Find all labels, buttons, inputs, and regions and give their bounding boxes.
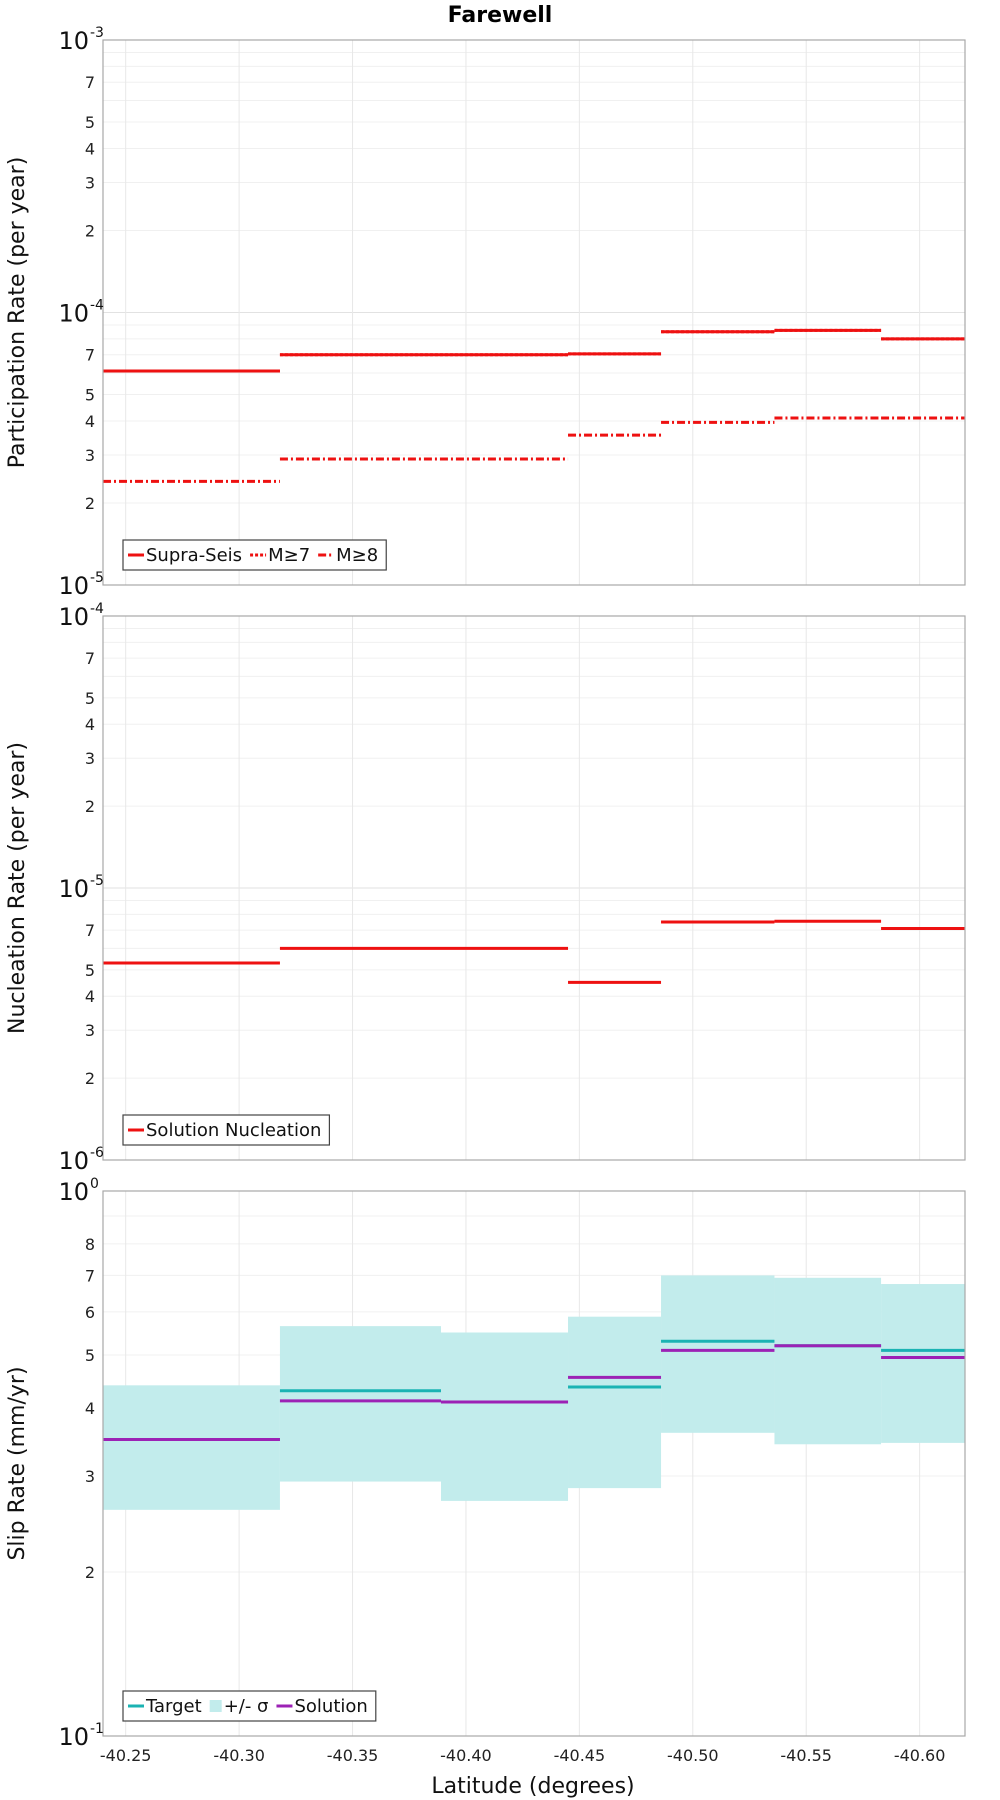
x-tick-label: -40.40 xyxy=(440,1746,492,1765)
y-major-tick-label: 10 xyxy=(58,27,89,55)
y-major-tick-exponent: -4 xyxy=(90,601,104,617)
y-tick-label: 3 xyxy=(85,173,95,192)
legend: Solution Nucleation xyxy=(122,1114,331,1146)
x-tick-label: -40.45 xyxy=(554,1746,606,1765)
legend-label: Solution xyxy=(294,1696,367,1717)
legend-label: +/- σ xyxy=(224,1696,269,1717)
y-tick-label: 5 xyxy=(85,386,95,405)
y-tick-label: 3 xyxy=(85,446,95,465)
y-axis-label: Nucleation Rate (per year) xyxy=(5,742,30,1034)
legend-label: M≥8 xyxy=(336,545,378,566)
y-axis-label: Participation Rate (per year) xyxy=(5,157,30,469)
y-tick-label: 2 xyxy=(85,494,95,513)
y-tick-label: 5 xyxy=(85,689,95,708)
y-major-tick-label: 10 xyxy=(58,1178,89,1206)
sigma-band-segment xyxy=(279,1326,441,1482)
sigma-band-segment xyxy=(103,1385,280,1510)
y-tick-label: 2 xyxy=(85,221,95,240)
y-tick-label: 5 xyxy=(85,113,95,132)
y-tick-label: 4 xyxy=(85,139,95,158)
legend-frame xyxy=(122,539,387,571)
x-axis-label: Latitude (degrees) xyxy=(431,1774,634,1799)
sigma-band-segment xyxy=(568,1316,662,1489)
y-major-tick-exponent: -3 xyxy=(90,25,104,41)
x-tick-label: -40.25 xyxy=(100,1746,152,1765)
plot-frame xyxy=(102,39,966,586)
x-tick-label: -40.30 xyxy=(213,1746,265,1765)
x-tick-label: -40.35 xyxy=(327,1746,379,1765)
y-tick-label: 7 xyxy=(85,73,95,92)
y-major-tick-exponent: 0 xyxy=(90,1176,99,1192)
y-tick-label: 8 xyxy=(85,1235,95,1254)
y-major-tick-exponent: -5 xyxy=(90,873,104,889)
y-tick-label: 7 xyxy=(85,921,95,940)
y-major-tick-exponent: -6 xyxy=(90,1145,104,1161)
legend-label: Target xyxy=(145,1696,202,1717)
y-tick-label: 2 xyxy=(85,797,95,816)
y-tick-label: 6 xyxy=(85,1303,95,1322)
plot-frame xyxy=(102,1190,966,1737)
y-tick-label: 7 xyxy=(85,649,95,668)
sigma-band-segment xyxy=(774,1277,882,1445)
sigma-band-segment xyxy=(440,1332,569,1501)
y-tick-label: 4 xyxy=(85,1399,95,1418)
legend-label: M≥7 xyxy=(268,545,310,566)
x-tick-label: -40.60 xyxy=(894,1746,946,1765)
legend-swatch-band xyxy=(209,1700,222,1712)
legend-label: Solution Nucleation xyxy=(146,1120,321,1141)
y-tick-label: 7 xyxy=(85,1266,95,1285)
y-tick-label: 3 xyxy=(85,749,95,768)
y-major-tick-label: 10 xyxy=(58,572,89,600)
legend-label: Supra-Seis xyxy=(146,545,242,566)
y-major-tick-label: 10 xyxy=(58,300,89,328)
y-tick-label: 2 xyxy=(85,1069,95,1088)
x-tick-label: -40.55 xyxy=(780,1746,832,1765)
y-axis-label: Slip Rate (mm/yr) xyxy=(5,1366,30,1560)
legend: Target +/- σ Solution xyxy=(122,1690,377,1722)
sigma-band-segment xyxy=(881,1284,965,1443)
y-major-tick-label: 10 xyxy=(58,603,89,631)
y-major-tick-exponent: -4 xyxy=(90,298,104,314)
sigma-band-segment xyxy=(661,1275,775,1433)
chart-title: Farewell xyxy=(448,3,553,28)
legend-frame xyxy=(122,1114,331,1146)
y-tick-label: 3 xyxy=(85,1021,95,1040)
y-tick-label: 3 xyxy=(85,1467,95,1486)
y-major-tick-label: 10 xyxy=(58,875,89,903)
legend: Supra-Seis M≥7 M≥8 xyxy=(122,539,387,571)
y-tick-label: 5 xyxy=(85,1346,95,1365)
y-major-tick-label: 10 xyxy=(58,1147,89,1175)
plot-frame xyxy=(102,615,966,1161)
y-major-tick-exponent: -1 xyxy=(90,1721,104,1737)
y-tick-label: 4 xyxy=(85,715,95,734)
y-major-tick-exponent: -5 xyxy=(90,570,104,586)
y-tick-label: 4 xyxy=(85,987,95,1006)
y-tick-label: 5 xyxy=(85,961,95,980)
legend-frame xyxy=(122,1690,377,1722)
y-tick-label: 4 xyxy=(85,412,95,431)
x-tick-label: -40.50 xyxy=(667,1746,719,1765)
y-tick-label: 7 xyxy=(85,346,95,365)
y-tick-label: 2 xyxy=(85,1563,95,1582)
y-major-tick-label: 10 xyxy=(58,1723,89,1751)
